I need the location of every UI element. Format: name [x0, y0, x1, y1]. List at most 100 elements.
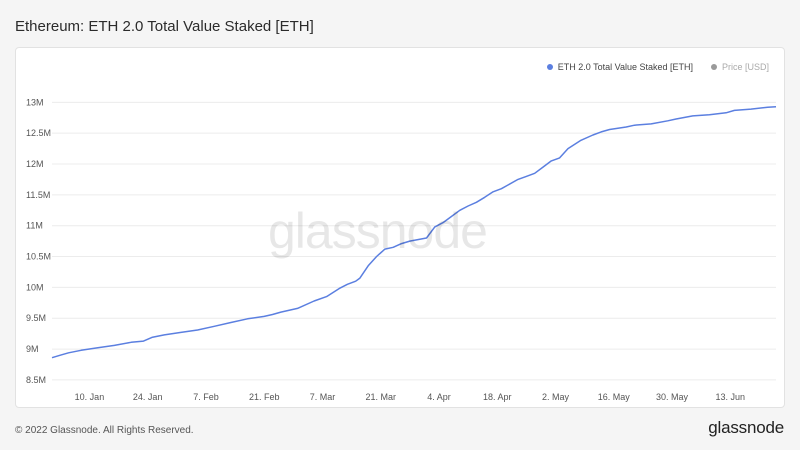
data-point[interactable]	[674, 117, 678, 121]
data-point[interactable]	[608, 127, 612, 131]
y-tick-label: 11.5M	[26, 190, 50, 200]
data-point[interactable]	[566, 147, 570, 151]
data-point[interactable]	[483, 195, 487, 199]
data-point[interactable]	[774, 105, 778, 109]
y-tick-label: 10.5M	[26, 252, 51, 262]
data-point[interactable]	[345, 282, 349, 286]
x-tick-label: 4. Apr	[427, 392, 451, 402]
data-point[interactable]	[599, 130, 603, 134]
y-tick-label: 9M	[26, 344, 39, 354]
legend-dot-price-icon	[710, 64, 717, 70]
data-point[interactable]	[179, 330, 183, 334]
x-tick-label: 18. Apr	[483, 392, 512, 402]
data-point[interactable]	[666, 119, 670, 123]
data-point[interactable]	[295, 306, 299, 310]
data-point[interactable]	[246, 317, 250, 321]
data-point[interactable]	[591, 133, 595, 137]
data-point[interactable]	[279, 310, 283, 314]
data-point[interactable]	[691, 114, 695, 118]
x-tick-label: 24. Jan	[133, 392, 163, 402]
data-point[interactable]	[449, 214, 453, 218]
legend: ETH 2.0 Total Value Staked [ETH] Price […	[546, 62, 769, 72]
data-point[interactable]	[262, 314, 266, 318]
data-point[interactable]	[142, 339, 146, 343]
data-point[interactable]	[150, 335, 154, 339]
data-point[interactable]	[749, 107, 753, 111]
data-point[interactable]	[391, 245, 395, 249]
data-point[interactable]	[458, 208, 462, 212]
data-point[interactable]	[541, 165, 545, 169]
legend-item-price[interactable]: Price [USD]	[710, 62, 769, 72]
data-point[interactable]	[312, 299, 316, 303]
data-point[interactable]	[79, 348, 83, 352]
data-point[interactable]	[549, 159, 553, 163]
x-tick-label: 10. Jan	[75, 392, 105, 402]
chart-card: 8.5M 9M 9.5M 10M 10.5M 11M 11.5M 12M 12.5M 13M 10…	[15, 47, 785, 408]
legend-item-staked[interactable]: ETH 2.0 Total Value Staked [ETH]	[546, 62, 693, 72]
data-point[interactable]	[466, 204, 470, 208]
data-point[interactable]	[358, 276, 362, 280]
y-tick-label: 13M	[26, 97, 44, 107]
copyright-text: © 2022 Glassnode. All Rights Reserved.	[15, 425, 194, 436]
data-point[interactable]	[58, 353, 62, 357]
data-point[interactable]	[491, 190, 495, 194]
data-point[interactable]	[325, 295, 329, 299]
data-point[interactable]	[366, 264, 370, 268]
data-point[interactable]	[424, 236, 428, 240]
data-point[interactable]	[533, 171, 537, 175]
y-tick-label: 12.5M	[26, 128, 51, 138]
data-point[interactable]	[129, 340, 133, 344]
legend-dot-staked-icon	[546, 64, 553, 70]
series-layer	[50, 105, 778, 360]
data-point[interactable]	[649, 122, 653, 126]
x-axis-ticks: 10. Jan 24. Jan 7. Feb 21. Feb 7. Mar 21. Mar…	[75, 392, 745, 402]
x-tick-label: 13. Jun	[715, 392, 745, 402]
data-point[interactable]	[441, 221, 445, 225]
data-point[interactable]	[50, 356, 54, 360]
x-tick-label: 7. Mar	[310, 392, 336, 402]
data-point[interactable]	[354, 279, 358, 283]
data-point[interactable]	[96, 346, 100, 350]
line-chart[interactable]: 8.5M 9M 9.5M 10M 10.5M 11M 11.5M 12M 12.5M 13M 10…	[16, 48, 784, 407]
data-point[interactable]	[196, 328, 200, 332]
data-point[interactable]	[375, 255, 379, 259]
data-point[interactable]	[229, 321, 233, 325]
data-point[interactable]	[162, 333, 166, 337]
data-point[interactable]	[732, 108, 736, 112]
data-point[interactable]	[707, 113, 711, 117]
data-point[interactable]	[112, 343, 116, 347]
data-point[interactable]	[516, 177, 520, 181]
data-point[interactable]	[524, 174, 528, 178]
y-axis-ticks: 8.5M 9M 9.5M 10M 10.5M 11M 11.5M 12M 12.5M 13M	[26, 97, 51, 385]
data-point[interactable]	[578, 139, 582, 143]
y-tick-label: 9.5M	[26, 313, 46, 323]
data-point[interactable]	[271, 313, 275, 317]
data-point[interactable]	[766, 105, 770, 109]
data-point[interactable]	[724, 111, 728, 115]
data-point[interactable]	[408, 239, 412, 243]
brand-logo[interactable]: glassnode	[708, 418, 784, 437]
data-point[interactable]	[624, 125, 628, 129]
x-tick-label: 21. Feb	[249, 392, 280, 402]
y-tick-label: 8.5M	[26, 375, 46, 385]
data-point[interactable]	[212, 324, 216, 328]
x-tick-label: 21. Mar	[365, 392, 396, 402]
data-point[interactable]	[558, 156, 562, 160]
x-tick-label: 2. May	[542, 392, 570, 402]
data-point[interactable]	[474, 200, 478, 204]
data-point[interactable]	[433, 225, 437, 229]
data-point[interactable]	[383, 247, 387, 251]
x-tick-label: 16. May	[598, 392, 631, 402]
y-tick-label: 12M	[26, 159, 44, 169]
x-tick-label: 7. Feb	[193, 392, 219, 402]
y-tick-label: 10M	[26, 282, 44, 292]
legend-label-staked: ETH 2.0 Total Value Staked [ETH]	[557, 62, 693, 72]
y-tick-label: 11M	[26, 221, 43, 231]
data-point[interactable]	[633, 123, 637, 127]
data-point[interactable]	[400, 242, 404, 246]
legend-label-price: Price [USD]	[721, 62, 769, 72]
data-point[interactable]	[337, 287, 341, 291]
series-line-staked[interactable]	[51, 105, 777, 359]
data-point[interactable]	[499, 187, 503, 191]
data-point[interactable]	[67, 351, 71, 355]
